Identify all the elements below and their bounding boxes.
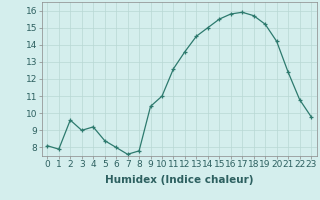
- X-axis label: Humidex (Indice chaleur): Humidex (Indice chaleur): [105, 175, 253, 185]
